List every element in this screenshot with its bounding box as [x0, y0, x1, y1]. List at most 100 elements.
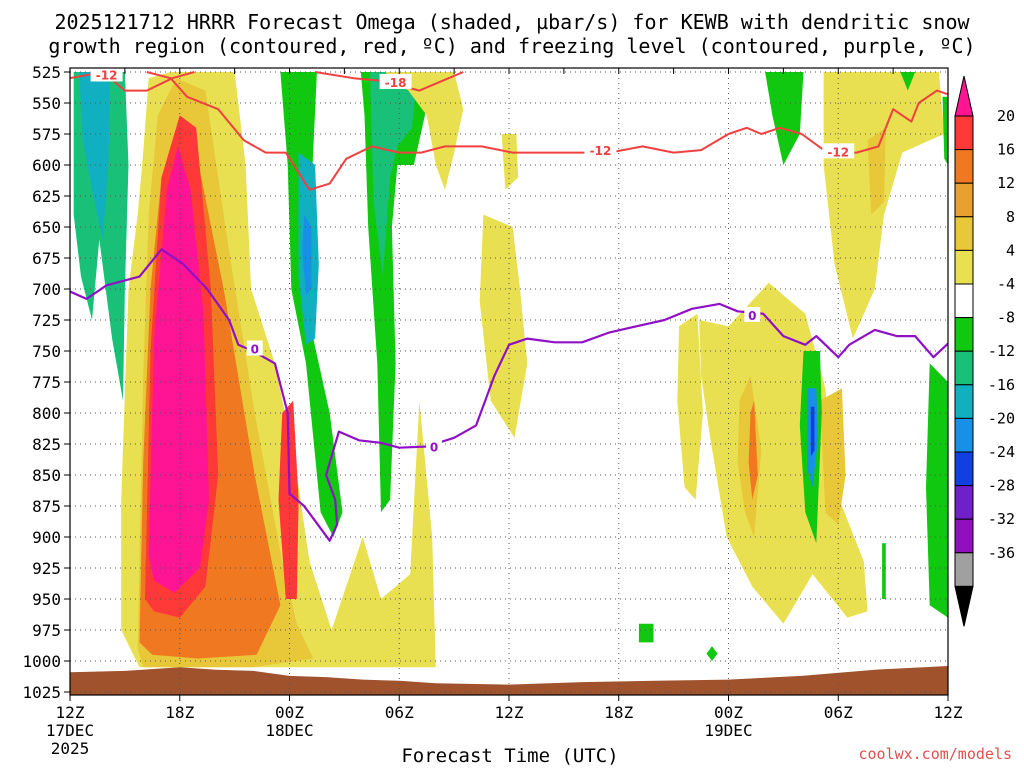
colorbar: 20 16 12 8 4 -4 -8 -12 -16 -20 -24 -28 -32 -36: [954, 75, 1015, 627]
time-tick-label: 12Z: [56, 703, 85, 722]
colorbar-label: 12: [997, 174, 1015, 192]
pressure-tick-label: 700: [32, 280, 61, 299]
pressure-tick-label: 550: [32, 94, 61, 113]
contour-label-bg: [744, 307, 761, 323]
pressure-tick-label: 675: [32, 249, 61, 268]
colorbar-label: -36: [988, 544, 1015, 562]
contour-label-bg: [90, 68, 123, 82]
colorbar-swatch: [954, 485, 974, 520]
time-tick-label: 12Z: [495, 703, 524, 722]
freezing-level-label: 0: [744, 307, 761, 323]
terrain: [70, 666, 948, 695]
contour-label-text: -18: [385, 76, 407, 90]
colorbar-swatch: [954, 417, 974, 453]
pressure-axis: 525 550 575 600 625 650 675 700 725 750 775 800 825 8…: [22, 63, 70, 702]
omega-region-right-lower-negative: [882, 543, 886, 599]
chart-title-line1: 2025121712 HRRR Forecast Omega (shaded, …: [54, 10, 970, 34]
omega-region-right-edge-top-negative: [942, 96, 948, 165]
terrain-fill: [70, 666, 948, 695]
colorbar-swatch: [954, 384, 974, 419]
date-label: 19DEC: [704, 721, 752, 740]
pressure-tick-label: 800: [32, 404, 61, 423]
date-label: 17DEC: [46, 721, 94, 740]
pressure-tick-label: 1025: [22, 683, 61, 702]
omega-region-right-top-positive: [823, 72, 945, 339]
omega-region-midnight-negative: [280, 72, 343, 537]
omega-shading: [73, 72, 948, 668]
omega-region-midnight-positive-16: [278, 400, 299, 599]
colorbar-label: -28: [988, 477, 1015, 495]
colorbar-swatch: [954, 350, 974, 386]
colorbar-swatch: [954, 115, 974, 151]
colorbar-label: 8: [1006, 208, 1015, 226]
dgz-contour-label: -12: [584, 142, 617, 158]
colorbar-label: 16: [997, 141, 1015, 159]
pressure-tick-label: 850: [32, 466, 61, 485]
omega-region-noon-positive: [501, 134, 519, 190]
year-label: 2025: [51, 739, 90, 758]
contour-label-text: 0: [251, 343, 259, 357]
omega-region-right-top-positive-8: [867, 127, 886, 215]
dgz-contour: [146, 71, 948, 191]
contour-label-text: 0: [430, 440, 438, 454]
colorbar-label: -12: [988, 342, 1015, 360]
colorbar-label: -16: [988, 376, 1015, 394]
contour-label-bg: [822, 143, 855, 159]
contour-label-text: 0: [748, 309, 756, 323]
colorbar-label: 4: [1006, 241, 1015, 259]
colorbar-swatch: [954, 182, 974, 218]
colorbar-swatch: [954, 518, 974, 554]
pressure-tick-label: 575: [32, 125, 61, 144]
time-tick-label: 00Z: [714, 703, 743, 722]
time-tick-label: 18Z: [604, 703, 633, 722]
pressure-tick-label: 750: [32, 342, 61, 361]
pressure-tick-label: 975: [32, 621, 61, 640]
pressure-tick-label: 725: [32, 311, 61, 330]
colorbar-label: -24: [988, 443, 1015, 461]
time-tick-label: 18Z: [165, 703, 194, 722]
omega-region-dawn-negative-20: [810, 406, 815, 457]
dgz-contour-label: -18: [379, 73, 412, 90]
plot-area: -12 -18 -12 -12 0 0 0: [69, 67, 949, 696]
omega-region-day2-right-positive: [820, 388, 846, 525]
omega-region-evening-top-negative: [765, 72, 804, 165]
colorbar-label: -4: [997, 275, 1015, 293]
contour-label-bg: [246, 340, 263, 356]
contour-label-text: -12: [590, 144, 612, 158]
contour-label-text: -12: [96, 68, 118, 82]
contour-label-bg: [379, 73, 412, 89]
contour-label-bg: [426, 438, 443, 454]
freezing-level-label: 0: [426, 438, 443, 454]
contour-label-text: -12: [827, 145, 849, 159]
contours: -12 -18 -12 -12 0 0 0: [70, 68, 948, 542]
pressure-tick-label: 650: [32, 218, 61, 237]
colorbar-bottom-arrow: [954, 585, 974, 627]
omega-region-right-edge-negative: [926, 363, 948, 618]
colorbar-swatch: [954, 552, 974, 587]
colorbar-swatch: [954, 249, 974, 285]
colorbar-label: 20: [997, 107, 1015, 125]
time-tick-label: 00Z: [275, 703, 304, 722]
colorbar-swatch: [954, 317, 974, 352]
omega-region-right-top-negative: [900, 72, 916, 91]
colorbar-swatch: [954, 149, 974, 184]
credit-link[interactable]: coolwx.com/models: [858, 745, 1012, 763]
contour-label-bg: [584, 142, 617, 158]
omega-region-early-west-core: [79, 72, 111, 240]
colorbar-swatch: [954, 216, 974, 251]
colorbar-label: -20: [988, 409, 1015, 427]
colorbar-label: -8: [997, 309, 1015, 327]
colorbar-swatch: [954, 283, 974, 319]
dgz-contour-label: -12: [822, 143, 855, 159]
freezing-level-label: 0: [246, 340, 263, 357]
colorbar-top-arrow: [954, 75, 974, 117]
time-tick-label: 12Z: [934, 703, 963, 722]
colorbar-swatch: [954, 451, 974, 487]
pressure-tick-label: 825: [32, 435, 61, 454]
pressure-tick-label: 625: [32, 187, 61, 206]
omega-region-day2-evening-positive: [677, 313, 703, 500]
pressure-tick-label: 900: [32, 528, 61, 547]
pressure-tick-label: 600: [32, 156, 61, 175]
